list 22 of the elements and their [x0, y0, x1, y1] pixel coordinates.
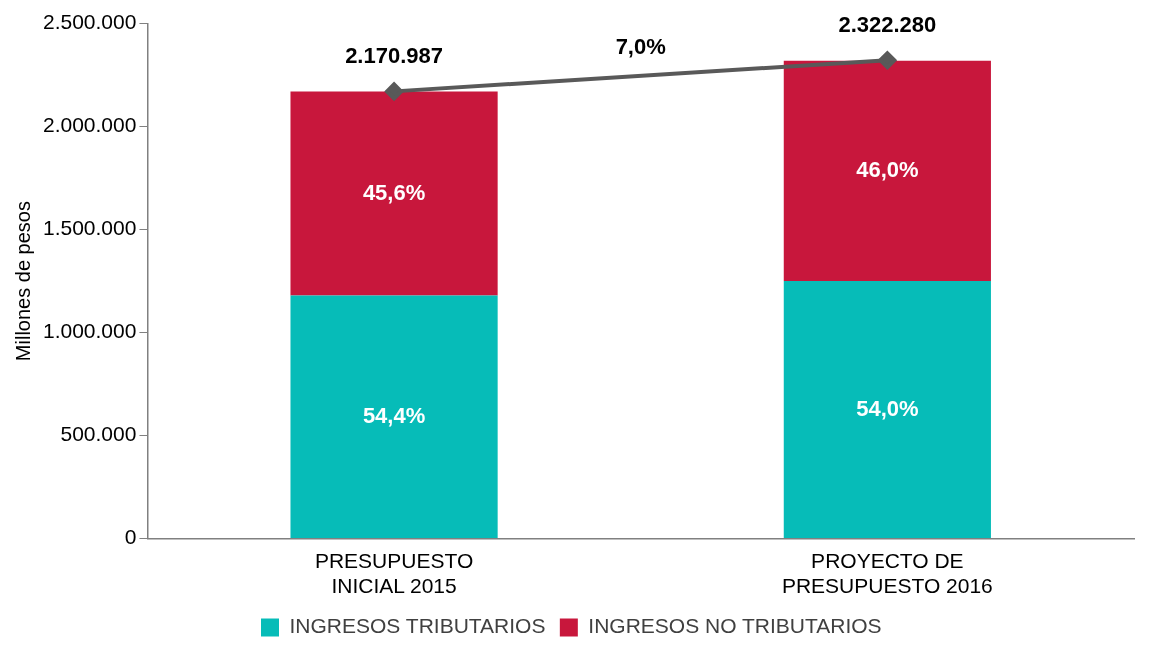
- data-label: 2.170.987: [345, 43, 444, 69]
- y-tick-label: 500.000: [60, 422, 137, 446]
- bar: [783, 60, 991, 282]
- legend-label: INGRESOS NO TRIBUTARIOS: [588, 614, 882, 638]
- bar: [783, 281, 991, 539]
- y-tick-label: 2.000.000: [42, 113, 137, 137]
- legend-label: INGRESOS TRIBUTARIOS: [289, 614, 546, 638]
- data-label: 2.322.280: [838, 12, 937, 38]
- annotation: 45,6%: [362, 179, 426, 205]
- y-tick-label: 0: [124, 525, 137, 549]
- annotation: 54,4%: [362, 402, 426, 428]
- annotation: 46,0%: [856, 156, 919, 182]
- annotation: 7,0%: [615, 33, 666, 59]
- y-tick-label: 1.500.000: [42, 216, 137, 240]
- y-tick-label: 2.500.000: [42, 10, 137, 34]
- annotation: 54,0%: [856, 395, 919, 421]
- x-tick-label: PROYECTO DE PRESUPUESTO 2016: [781, 549, 993, 598]
- y-tick-label: 1.000.000: [42, 319, 137, 343]
- bar: [290, 91, 498, 296]
- y-axis-title: Millones de pesos: [11, 201, 34, 362]
- x-tick-label: PRESUPUESTO INICIAL 2015: [314, 549, 474, 598]
- bar: [290, 295, 498, 539]
